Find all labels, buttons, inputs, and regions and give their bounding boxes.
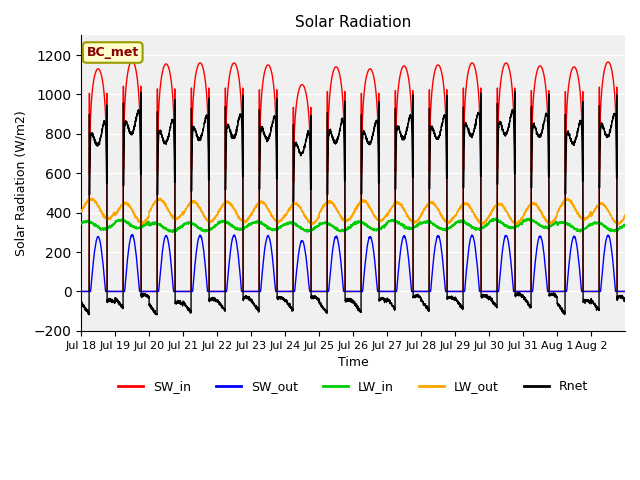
X-axis label: Time: Time: [338, 356, 369, 369]
Rnet: [511, 88, 518, 94]
LW_in: [403, 225, 410, 231]
SW_out: [403, 240, 410, 245]
LW_out: [621, 214, 629, 220]
SW_in: [77, 288, 85, 294]
LW_in: [190, 221, 198, 227]
Rnet: [621, 296, 629, 302]
Rnet: [77, 300, 85, 305]
SW_out: [129, 232, 136, 238]
LW_in: [529, 217, 537, 223]
SW_out: [543, 282, 551, 288]
Line: SW_out: SW_out: [81, 235, 625, 291]
SW_out: [529, 285, 537, 291]
SW_out: [373, 285, 381, 291]
LW_out: [502, 209, 510, 215]
LW_out: [77, 209, 85, 215]
LW_in: [373, 226, 381, 232]
Line: LW_in: LW_in: [81, 218, 625, 232]
SW_in: [190, 86, 198, 92]
LW_out: [138, 222, 146, 228]
Title: Solar Radiation: Solar Radiation: [295, 15, 412, 30]
Rnet: [85, 312, 93, 318]
SW_in: [502, 60, 510, 66]
Rnet: [529, 125, 537, 131]
LW_out: [190, 198, 198, 204]
SW_out: [502, 233, 510, 239]
Rnet: [190, 125, 198, 131]
SW_in: [373, 106, 381, 111]
LW_in: [77, 220, 85, 226]
SW_in: [543, 99, 551, 105]
LW_in: [621, 222, 629, 228]
Rnet: [373, 120, 381, 125]
Rnet: [502, 132, 510, 137]
LW_in: [492, 216, 499, 221]
SW_out: [77, 288, 85, 294]
LW_in: [543, 224, 551, 230]
LW_out: [529, 200, 537, 206]
SW_in: [529, 103, 537, 109]
Line: SW_in: SW_in: [81, 61, 625, 291]
LW_out: [403, 212, 410, 218]
LW_out: [543, 218, 551, 224]
LW_in: [576, 229, 584, 235]
LW_out: [374, 217, 381, 223]
SW_out: [190, 272, 198, 278]
Y-axis label: Solar Radiation (W/m2): Solar Radiation (W/m2): [15, 110, 28, 256]
Rnet: [403, 128, 410, 134]
LW_out: [88, 195, 96, 201]
SW_in: [403, 66, 410, 72]
SW_out: [621, 288, 629, 294]
Line: LW_out: LW_out: [81, 198, 625, 225]
SW_in: [128, 58, 136, 64]
LW_in: [502, 224, 510, 229]
SW_in: [621, 288, 629, 294]
Rnet: [543, 113, 551, 119]
Text: BC_met: BC_met: [86, 46, 139, 59]
Legend: SW_in, SW_out, LW_in, LW_out, Rnet: SW_in, SW_out, LW_in, LW_out, Rnet: [113, 375, 593, 398]
Line: Rnet: Rnet: [81, 91, 625, 315]
